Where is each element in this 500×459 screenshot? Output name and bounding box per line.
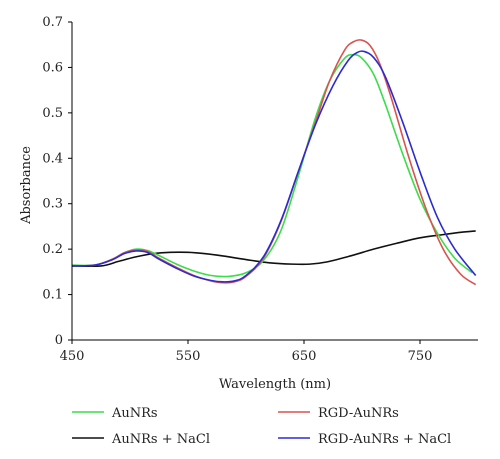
y-tick-label: 0.3 [42,197,63,212]
y-tick-label: 0.1 [42,288,63,303]
legend-label-aunrs-nacl: AuNRs + NaCl [111,432,210,447]
y-axis-title: Absorbance [19,146,34,225]
x-tick-label: 450 [60,349,85,364]
x-axis-title: Wavelength (nm) [219,377,331,392]
y-tick-label: 0 [55,333,63,348]
plot-area [71,39,477,286]
legend-label-rgd-aunrs: RGD-AuNRs [318,406,399,421]
y-tick-label: 0.7 [42,15,63,30]
x-tick-label: 750 [408,349,433,364]
y-tick-label: 0.6 [42,60,63,75]
y-tick-label: 0.5 [42,106,63,121]
legend-label-aunrs: AuNRs [111,406,158,421]
series-line-aunrs [71,53,473,278]
x-tick-label: 550 [176,349,201,364]
legend: AuNRs AuNRs + NaCl RGD-AuNRs RGD-AuNRs + Na… [72,406,451,447]
axes: 450 550 650 750 0 0.1 0.2 0.3 0.4 0.5 0.6 0.7 [42,15,478,364]
legend-label-rgd-aunrs-nacl: RGD-AuNRs + NaCl [318,432,451,447]
series-line-rgd-aunrs-nacl [71,50,477,283]
series-line-rgd-aunrs [71,39,477,286]
x-tick-label: 650 [292,349,317,364]
series-line-aunrs-nacl [71,230,476,268]
y-tick-label: 0.4 [42,151,63,166]
y-tick-label: 0.2 [42,242,63,257]
